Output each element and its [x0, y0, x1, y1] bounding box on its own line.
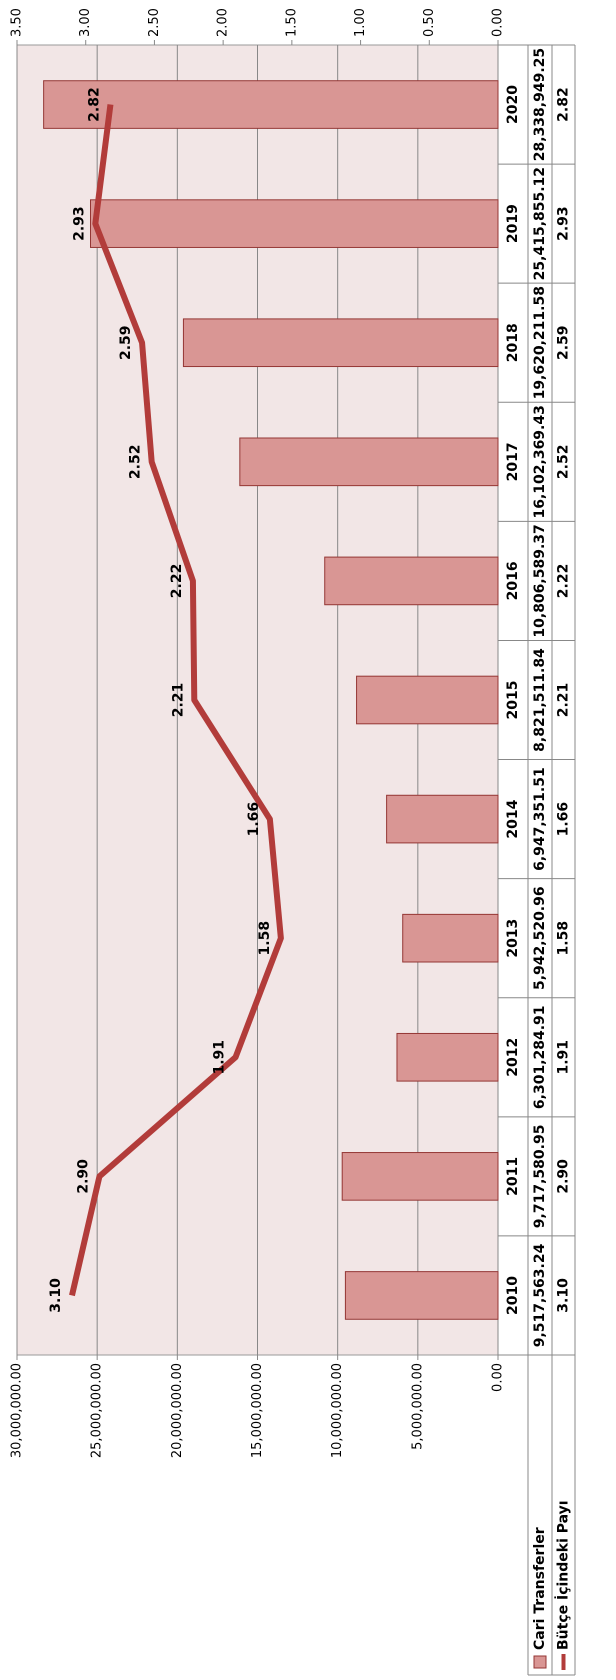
bar [356, 675, 499, 725]
table-cell: 3.10 [556, 1278, 572, 1313]
bar [324, 556, 499, 606]
table-cell: 2.90 [556, 1159, 572, 1194]
y2-tick-label: 1.00 [353, 8, 368, 37]
x-tick-label: 2012 [505, 1038, 521, 1077]
table-cell: 1.91 [556, 1040, 572, 1075]
table-cell: 5,942,520.96 [532, 886, 548, 990]
y-tick-label: 20,000,000.00 [170, 1363, 185, 1458]
bar [396, 1032, 499, 1082]
table-cell: 10,806,589.37 [532, 524, 548, 637]
y-tick-label: 15,000,000.00 [250, 1363, 265, 1458]
data-label: 1.91 [212, 1040, 228, 1075]
table-cell: 2.21 [556, 683, 572, 718]
table-cell: 1.66 [556, 802, 572, 837]
table-cell: 2.93 [556, 206, 572, 241]
table-cell: 6,947,351.51 [532, 767, 548, 871]
bar [43, 80, 499, 129]
data-label: 3.10 [48, 1278, 64, 1313]
x-tick-label: 2010 [505, 1276, 521, 1315]
x-tick-label: 2015 [505, 681, 521, 720]
x-tick-label: 2020 [505, 85, 521, 124]
y-tick-label: 5,000,000.00 [410, 1363, 425, 1450]
x-tick-label: 2016 [505, 561, 521, 600]
bar [341, 1152, 499, 1201]
y2-tick-label: 0.50 [422, 8, 437, 37]
x-tick-label: 2014 [505, 799, 521, 838]
y-tick-label: 25,000,000.00 [90, 1363, 105, 1458]
y2-tick-label: 3.00 [78, 8, 93, 37]
x-tick-label: 2019 [505, 204, 521, 243]
table-cell: 9,517,563.24 [532, 1243, 548, 1347]
bar [182, 318, 499, 368]
x-tick-label: 2018 [505, 323, 521, 362]
data-label: 1.58 [257, 921, 273, 956]
data-label: 2.82 [86, 87, 102, 122]
y2-tick-label: 3.50 [10, 8, 25, 37]
data-label: 2.93 [71, 206, 87, 241]
table-cell: 25,415,855.12 [532, 167, 548, 280]
data-label: 2.90 [75, 1159, 91, 1194]
rotated-chart: 0.00 5,000,000.00 10,000,000.00 15,000,000.… [10, 8, 576, 1676]
data-label: 1.66 [246, 802, 262, 837]
table-cell: 6,301,284.91 [532, 1005, 548, 1109]
table-cell: 9,717,580.95 [532, 1125, 548, 1229]
table-cell: 16,102,369.43 [532, 405, 548, 518]
bar [344, 1271, 499, 1320]
x-tick-label: 2013 [505, 919, 521, 958]
bar [386, 794, 499, 844]
table-cell: 19,620,211.58 [532, 286, 548, 399]
y-tick-label: 30,000,000.00 [10, 1363, 25, 1458]
legend-label: Cari Transferler [532, 1527, 548, 1650]
data-label: 2.59 [118, 325, 134, 360]
table-cell: 2.52 [556, 445, 572, 480]
legend-label: Bütçe İçindeki Payı [555, 1500, 572, 1650]
data-label: 2.52 [128, 445, 144, 480]
data-label: 2.22 [169, 564, 185, 599]
legend-swatch [533, 1655, 547, 1669]
table-cell: 8,821,511.84 [532, 648, 548, 752]
bar [402, 913, 499, 963]
y2-tick-label: 2.50 [147, 8, 162, 37]
x-tick-label: 2017 [505, 442, 521, 481]
y2-tick-label: 0.00 [491, 8, 506, 37]
y-tick-label: 0.00 [491, 1363, 506, 1392]
bar [239, 437, 499, 487]
x-tick-label: 2011 [505, 1157, 521, 1196]
data-label: 2.21 [170, 683, 186, 718]
y-tick-label: 10,000,000.00 [330, 1363, 345, 1458]
table-cell: 2.22 [556, 564, 572, 599]
table-cell: 1.58 [556, 921, 572, 956]
y2-tick-label: 2.00 [216, 8, 231, 37]
bar [89, 199, 499, 248]
y2-tick-label: 1.50 [284, 8, 299, 37]
table-cell: 2.59 [556, 325, 572, 360]
table-cell: 28,338,949.25 [532, 48, 548, 161]
line [69, 104, 284, 1297]
table-cell: 2.82 [556, 87, 572, 122]
